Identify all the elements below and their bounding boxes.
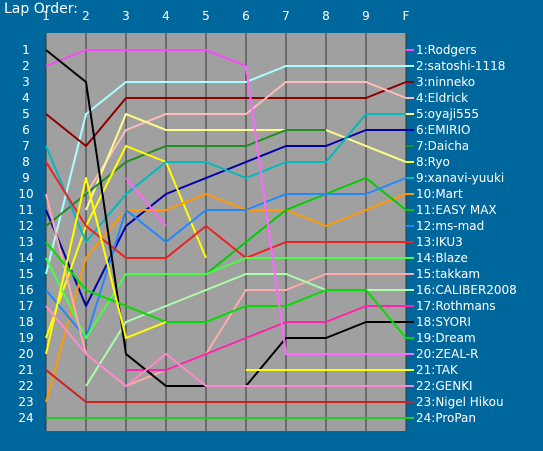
legend-label: 17:Rothmans <box>416 299 496 313</box>
plot-area <box>46 33 406 431</box>
x-tick-label: 5 <box>202 9 210 23</box>
x-tick-label: F <box>403 9 410 23</box>
legend-label: 8:Ryo <box>416 155 450 169</box>
y-tick-label: 10 <box>18 187 33 201</box>
x-tick-label: 1 <box>42 9 50 23</box>
y-tick-label: 15 <box>18 267 33 281</box>
x-tick-label: 3 <box>122 9 130 23</box>
y-tick-label: 21 <box>18 363 33 377</box>
x-tick-label: 7 <box>282 9 290 23</box>
series-line <box>45 257 406 339</box>
x-tick-label: 6 <box>242 9 250 23</box>
series-line <box>45 305 406 387</box>
legend-label: 15:takkam <box>416 267 480 281</box>
legend-label: 4:Eldrick <box>416 91 468 105</box>
legend-label: 14:Blaze <box>416 251 468 265</box>
y-tick-label: 17 <box>18 299 33 313</box>
series-line <box>45 177 167 355</box>
legend-label: 9:xanavi-yuuki <box>416 171 504 185</box>
y-tick-label: 13 <box>18 235 33 249</box>
legend-label: 22:GENKI <box>416 379 473 393</box>
series-line <box>45 81 407 147</box>
y-tick-label: 23 <box>18 395 33 409</box>
x-tick-label: 9 <box>362 9 370 23</box>
series-line <box>45 241 407 339</box>
legend-label: 10:Mart <box>416 187 463 201</box>
y-tick-label: 2 <box>22 59 30 73</box>
y-tick-label: 3 <box>22 75 30 89</box>
series-line <box>245 65 406 355</box>
series-line <box>125 177 167 227</box>
y-tick-label: 20 <box>18 347 33 361</box>
y-tick-label: 5 <box>22 107 30 121</box>
y-tick-label: 7 <box>22 139 30 153</box>
legend-label: 19:Dream <box>416 331 476 345</box>
legend-label: 21:TAK <box>416 363 459 377</box>
legend-label: 6:EMIRIO <box>416 123 470 137</box>
legend-label: 7:Daicha <box>416 139 469 153</box>
chart-title: Lap Order: <box>4 1 78 17</box>
legend-label: 1:Rodgers <box>416 43 477 57</box>
x-tick-label: 2 <box>82 9 90 23</box>
y-tick-label: 9 <box>22 171 30 185</box>
y-tick-label: 14 <box>18 251 33 265</box>
legend-label: 23:Nigel Hikou <box>416 395 504 409</box>
legend-label: 12:ms-mad <box>416 219 484 233</box>
legend-label: 5:oyaji555 <box>416 107 479 121</box>
series-line <box>45 49 247 67</box>
series-line <box>45 161 406 259</box>
legend-label: 20:ZEAL-R <box>416 347 478 361</box>
legend-label: 3:ninneko <box>416 75 475 89</box>
series-line <box>85 113 407 211</box>
y-tick-label: 11 <box>18 203 33 217</box>
series-line <box>85 81 407 195</box>
y-tick-label: 8 <box>22 155 30 169</box>
series-line <box>45 129 326 227</box>
series-line <box>45 177 407 339</box>
x-tick-label: 4 <box>162 9 170 23</box>
y-tick-label: 22 <box>18 379 33 393</box>
y-tick-label: 6 <box>22 123 30 137</box>
y-tick-label: 1 <box>22 43 30 57</box>
y-tick-label: 18 <box>18 315 33 329</box>
x-tick-label: 8 <box>322 9 330 23</box>
series-line <box>126 305 406 371</box>
y-tick-label: 16 <box>18 283 33 297</box>
y-tick-label: 4 <box>22 91 30 105</box>
series-line <box>45 145 207 339</box>
legend-label: 24:ProPan <box>416 411 476 425</box>
legend-label: 18:SYORI <box>416 315 471 329</box>
y-tick-label: 19 <box>18 331 33 345</box>
y-tick-label: 12 <box>18 219 33 233</box>
series-line <box>45 369 406 403</box>
legend-label: 11:EASY MAX <box>416 203 497 217</box>
legend-label: 13:IKU3 <box>416 235 463 249</box>
series-line <box>45 193 407 403</box>
legend-label: 16:CALIBER2008 <box>416 283 517 297</box>
y-tick-label: 24 <box>18 411 33 425</box>
legend-label: 2:satoshi-1118 <box>416 59 505 73</box>
series-line <box>45 65 406 275</box>
